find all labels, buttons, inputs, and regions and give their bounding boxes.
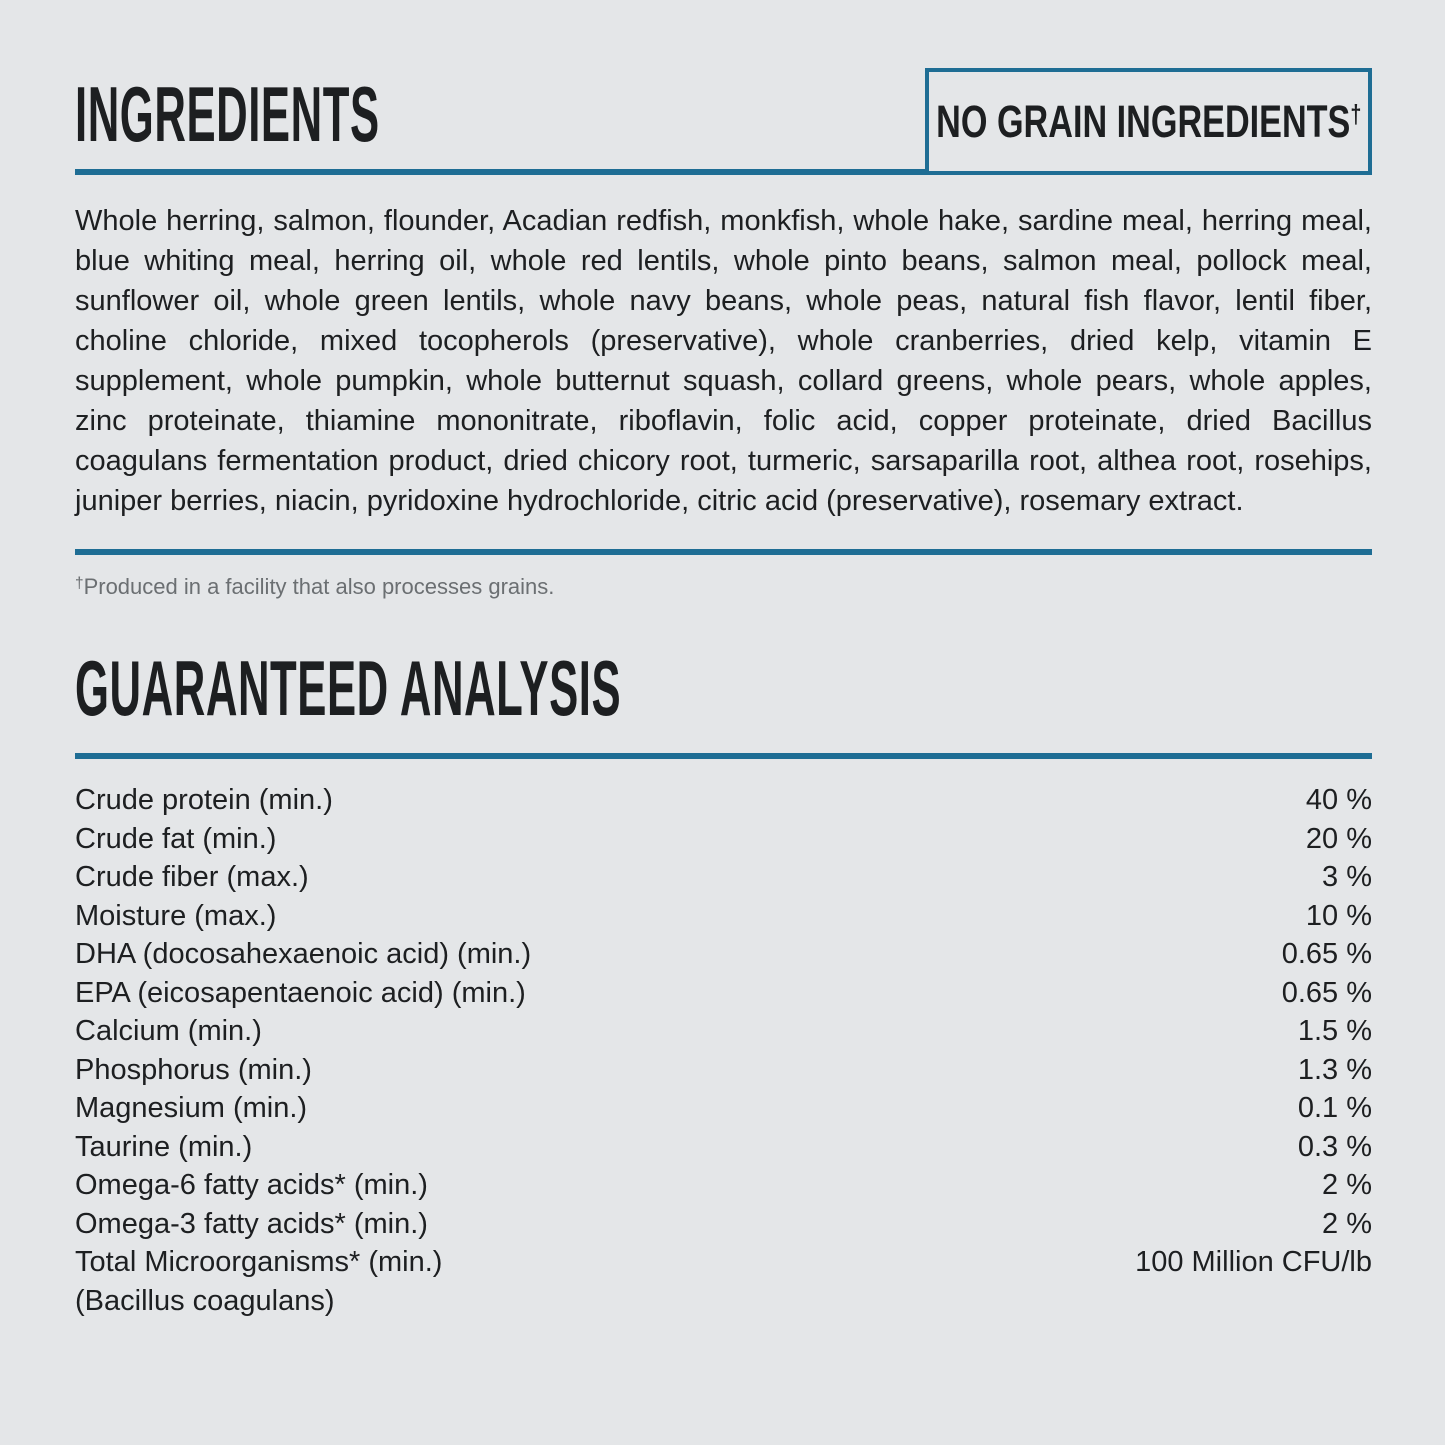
footnote-dagger: † (75, 575, 84, 592)
analysis-value: 1.5 % (1297, 1015, 1372, 1047)
analysis-row: Magnesium (min.) 0.1 % (75, 1089, 1372, 1128)
footnote: †Produced in a facility that also proces… (75, 570, 1372, 601)
analysis-row: EPA (eicosapentaenoic acid) (min.) 0.65 … (75, 974, 1372, 1013)
guaranteed-analysis-table: Crude protein (min.) 40 % Crude fat (min… (75, 781, 1372, 1320)
no-grain-badge-text: NO GRAIN INGREDIENTS† (936, 96, 1361, 148)
analysis-row: Crude fiber (max.) 3 % (75, 858, 1372, 897)
analysis-row: DHA (docosahexaenoic acid) (min.) 0.65 % (75, 935, 1372, 974)
analysis-row: (Bacillus coagulans) (75, 1282, 1372, 1321)
analysis-label: (Bacillus coagulans) (75, 1284, 335, 1317)
analysis-value: 10 % (1305, 899, 1372, 932)
no-grain-badge: NO GRAIN INGREDIENTS† (925, 68, 1372, 175)
analysis-value: 40 % (1305, 784, 1372, 816)
analysis-row: Crude protein (min.) 40 % (75, 781, 1372, 820)
analysis-row: Taurine (min.) 0.3 % (75, 1128, 1372, 1167)
analysis-label: Omega-6 fatty acids* (min.) (75, 1169, 428, 1201)
analysis-value: 0.3 % (1297, 1130, 1372, 1163)
analysis-value: 0.1 % (1297, 1092, 1372, 1124)
analysis-label: Taurine (min.) (75, 1130, 253, 1163)
footnote-text: Produced in a facility that also process… (83, 574, 555, 599)
analysis-label: Moisture (max.) (75, 899, 277, 932)
guaranteed-analysis-rule (75, 753, 1372, 759)
analysis-label: Crude fiber (max.) (75, 861, 309, 893)
analysis-label: Magnesium (min.) (75, 1092, 308, 1124)
analysis-row: Total Microorganisms* (min.) 100 Million… (75, 1243, 1372, 1282)
analysis-label: Calcium (min.) (75, 1015, 262, 1047)
ingredients-text: Whole herring, salmon, flounder, Acadian… (75, 205, 1372, 517)
ingredients-header: INGREDIENTS NO GRAIN INGREDIENTS† (75, 0, 1372, 175)
analysis-row: Crude fat (min.) 20 % (75, 820, 1372, 859)
ingredients-heading-rule (75, 169, 1372, 175)
analysis-value: 2 % (1322, 1169, 1372, 1201)
analysis-value: 20 % (1305, 822, 1372, 855)
analysis-value: 100 Million CFU/lb (1135, 1246, 1372, 1278)
analysis-label: Omega-3 fatty acids* (min.) (75, 1207, 428, 1240)
analysis-label: Crude fat (min.) (75, 822, 277, 855)
no-grain-badge-label: NO GRAIN INGREDIENTS (935, 95, 1351, 147)
analysis-row: Phosphorus (min.) 1.3 % (75, 1051, 1372, 1090)
analysis-row: Calcium (min.) 1.5 % (75, 1012, 1372, 1051)
analysis-label: Total Microorganisms* (min.) (75, 1246, 443, 1278)
analysis-label: Crude protein (min.) (75, 784, 333, 816)
analysis-label: EPA (eicosapentaenoic acid) (min.) (75, 976, 526, 1009)
analysis-value: 3 % (1322, 861, 1372, 893)
analysis-label: DHA (docosahexaenoic acid) (min.) (75, 938, 532, 970)
analysis-row: Moisture (max.) 10 % (75, 897, 1372, 936)
footnote-divider-rule (75, 549, 1372, 555)
analysis-value: 1.3 % (1297, 1053, 1372, 1086)
no-grain-badge-dagger: † (1350, 98, 1362, 129)
analysis-row: Omega-6 fatty acids* (min.) 2 % (75, 1166, 1372, 1205)
ingredients-heading: INGREDIENTS (75, 70, 380, 158)
guaranteed-analysis-section: GUARANTEED ANALYSIS Crude protein (min.)… (75, 649, 1372, 1320)
analysis-value: 0.65 % (1281, 938, 1372, 970)
analysis-value: 2 % (1322, 1207, 1372, 1240)
analysis-label: Phosphorus (min.) (75, 1053, 312, 1086)
guaranteed-analysis-heading: GUARANTEED ANALYSIS (75, 644, 622, 732)
analysis-row: Omega-3 fatty acids* (min.) 2 % (75, 1205, 1372, 1244)
analysis-value: 0.65 % (1281, 976, 1372, 1009)
